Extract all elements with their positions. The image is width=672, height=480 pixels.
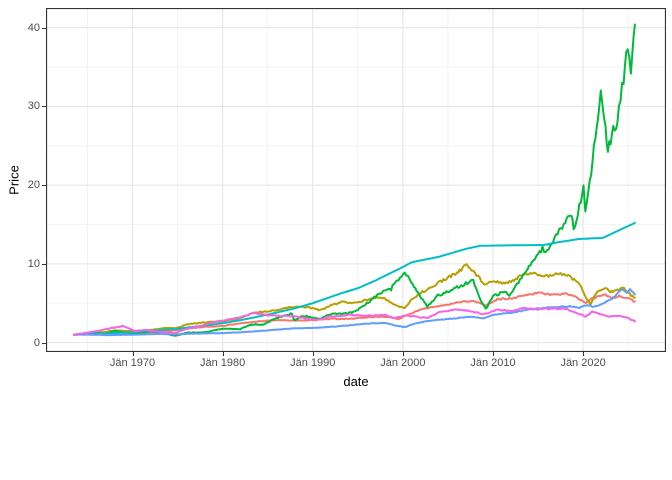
series-line-hml — [72, 263, 636, 336]
x-tick-mark — [402, 352, 404, 356]
series-line-cma — [72, 291, 636, 336]
plot-canvas — [45, 7, 667, 353]
y-tick-mark — [42, 27, 46, 29]
y-axis-title: Price — [6, 165, 22, 195]
y-tick-mark — [42, 263, 46, 265]
series-line-smb — [72, 306, 636, 336]
x-axis-title: date — [343, 374, 369, 389]
x-tick-label: Jän 1970 — [109, 357, 156, 369]
x-tick-mark — [492, 352, 494, 356]
x-tick-mark — [312, 352, 314, 356]
y-tick-label: 40 — [27, 21, 40, 34]
x-tick-label: Jän 1980 — [199, 357, 246, 369]
x-tick-label: Jän 2010 — [470, 357, 516, 369]
x-tick-mark — [222, 352, 224, 356]
y-tick-mark — [42, 106, 46, 108]
x-tick-label: Jän 1990 — [290, 357, 336, 369]
x-tick-label: Jän 2020 — [560, 357, 606, 369]
plot-panel — [45, 7, 667, 353]
y-tick-label: 20 — [27, 179, 40, 192]
legend: FFFactors CMAHMLMkt.RFRFRMWSMB — [0, 404, 672, 470]
y-tick-label: 0 — [33, 336, 40, 349]
panel-border — [45, 7, 667, 353]
y-tick-label: 30 — [27, 100, 40, 113]
series-line-rf — [72, 221, 636, 336]
y-tick-mark — [42, 185, 46, 187]
x-tick-label: Jän 2000 — [380, 357, 426, 369]
x-tick-mark — [132, 352, 134, 356]
x-tick-mark — [583, 352, 585, 356]
y-tick-label: 10 — [27, 257, 40, 270]
y-tick-mark — [42, 342, 46, 344]
